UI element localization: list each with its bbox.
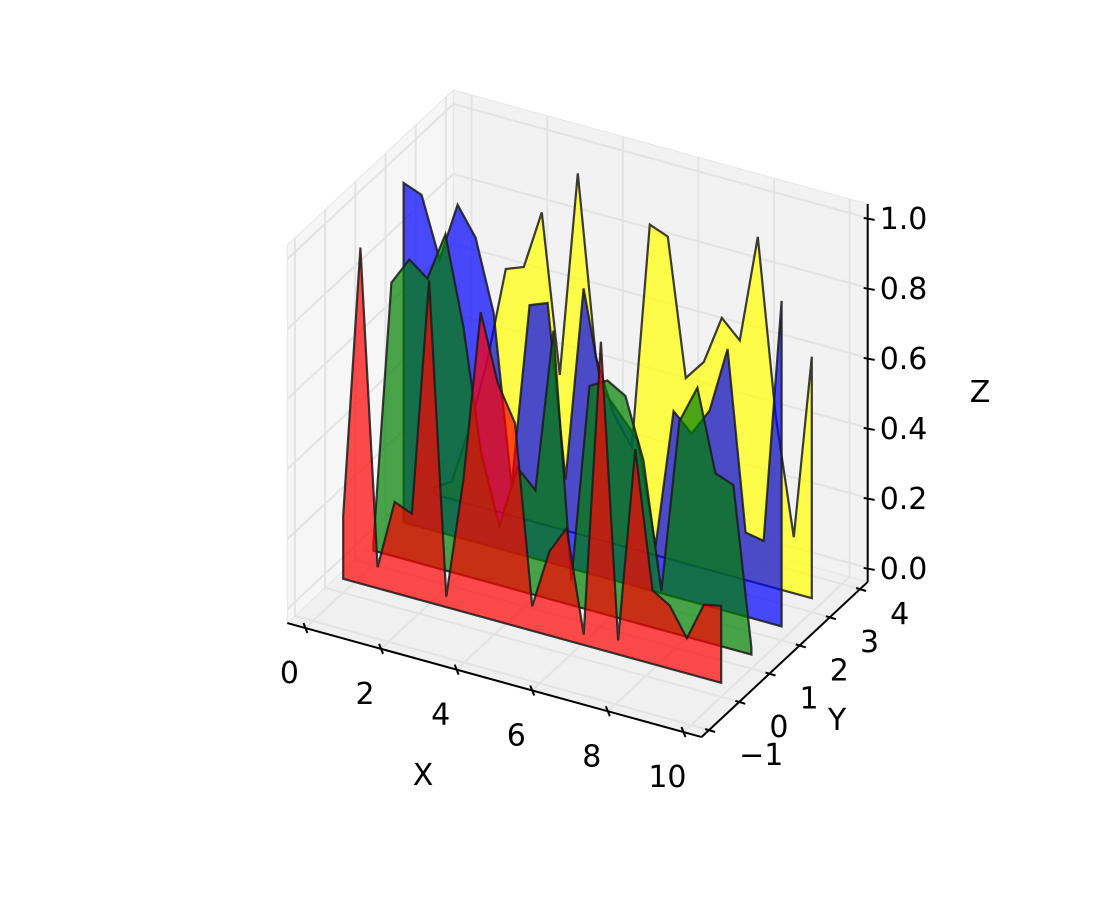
grid-line-x bbox=[682, 199, 851, 733]
grid-line-y bbox=[324, 209, 740, 703]
z-tick-label: 0.6 bbox=[880, 342, 928, 377]
y-tick-mark bbox=[735, 699, 746, 705]
x-tick-label: 0 bbox=[280, 656, 299, 691]
x-tick-label: 2 bbox=[356, 677, 375, 712]
z-tick-label: 0.8 bbox=[880, 272, 928, 307]
x-tick-mark bbox=[604, 705, 611, 717]
y-tick-mark bbox=[795, 643, 807, 649]
z-tick-label: 0.2 bbox=[880, 482, 928, 517]
grid-line-y bbox=[293, 238, 710, 731]
x-tick-mark bbox=[378, 643, 384, 655]
z-tick-mark bbox=[863, 286, 875, 291]
y-tick-label: 3 bbox=[860, 625, 879, 660]
z-tick-mark bbox=[863, 426, 875, 431]
series-layer bbox=[342, 173, 813, 685]
y-tick-label: 4 bbox=[890, 597, 909, 632]
x-tick-mark bbox=[680, 726, 687, 738]
x-tick-label: 6 bbox=[507, 718, 526, 753]
x-tick-mark bbox=[453, 664, 460, 676]
y-tick-mark bbox=[855, 587, 867, 592]
x-axis-label: X bbox=[413, 758, 434, 793]
grid-line-z bbox=[286, 102, 868, 260]
y-tick-label: −1 bbox=[739, 738, 783, 773]
y-tick-mark bbox=[704, 728, 716, 733]
z-tick-mark bbox=[863, 216, 875, 221]
y-axis-line bbox=[700, 581, 869, 738]
x-tick-label: 10 bbox=[648, 760, 686, 795]
z-tick-label: 0.0 bbox=[880, 552, 928, 587]
z-tick-mark bbox=[863, 566, 875, 571]
series-area bbox=[342, 247, 723, 685]
z-tick-mark bbox=[863, 496, 875, 501]
x-tick-mark bbox=[529, 685, 536, 696]
y-tick-label: 1 bbox=[800, 682, 819, 717]
axis-lines bbox=[287, 203, 875, 739]
y-tick-mark bbox=[765, 671, 776, 677]
x-tick-label: 8 bbox=[582, 739, 601, 774]
z-axis-label: Z bbox=[970, 375, 991, 410]
x-axis-line bbox=[287, 622, 702, 739]
y-tick-label: 0 bbox=[769, 710, 788, 745]
grid-line-z bbox=[286, 172, 868, 330]
x-tick-label: 4 bbox=[431, 698, 450, 733]
z-tick-mark bbox=[863, 356, 875, 361]
y-tick-mark bbox=[825, 615, 837, 621]
y-axis-label: Y bbox=[827, 703, 847, 738]
x-tick-mark bbox=[302, 622, 309, 634]
y-tick-label: 2 bbox=[830, 653, 849, 688]
z-tick-label: 1.0 bbox=[880, 202, 928, 237]
z-tick-label: 0.4 bbox=[880, 412, 928, 447]
